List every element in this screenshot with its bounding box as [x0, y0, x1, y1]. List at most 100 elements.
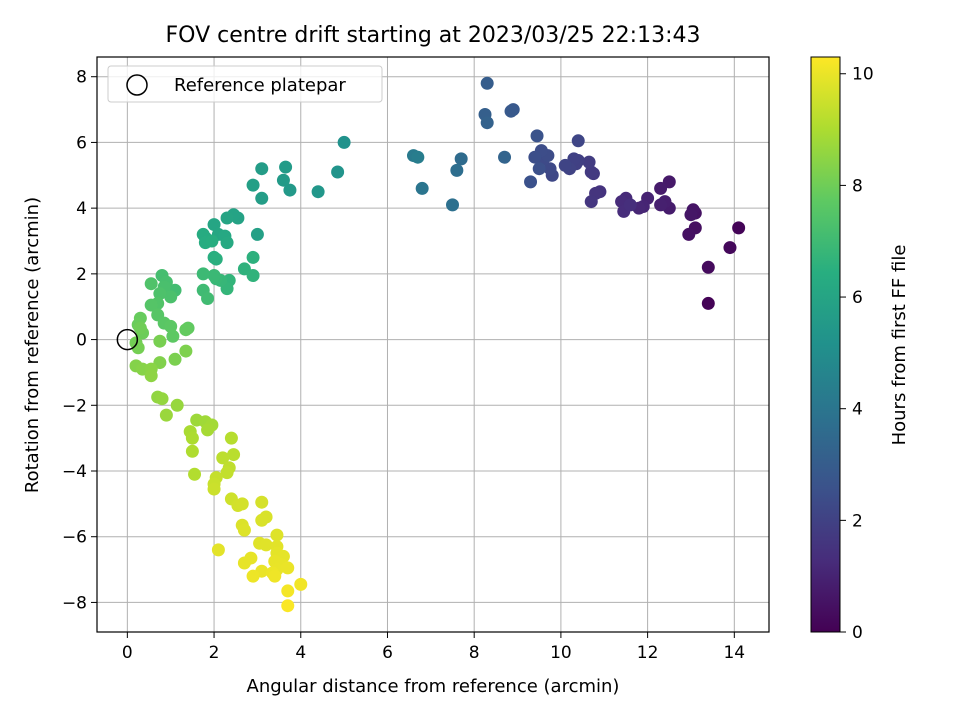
data-point	[250, 227, 264, 241]
x-tick-label: 10	[550, 643, 572, 663]
data-point	[246, 269, 260, 282]
colorbar-ticks: 0 2 4 6 8 10	[840, 65, 874, 643]
data-point	[281, 599, 295, 613]
data-point	[131, 341, 145, 355]
data-point	[504, 104, 518, 118]
y-tick-label: 0	[76, 331, 87, 351]
y-tick-label: −8	[62, 593, 87, 613]
y-tick-label: 6	[76, 133, 87, 153]
colorbar-tick-label: 0	[852, 623, 863, 643]
data-point	[582, 155, 596, 169]
data-point	[237, 556, 251, 570]
data-point	[532, 162, 546, 176]
y-tick-label: 8	[76, 68, 87, 88]
data-point	[144, 369, 158, 383]
data-point	[209, 252, 223, 266]
legend: Reference platepar	[107, 65, 383, 103]
data-point	[220, 211, 234, 225]
data-point	[450, 163, 464, 177]
data-point	[701, 296, 715, 310]
data-point	[311, 185, 325, 199]
y-axis-ticks: −8 −6 −4 −2 0 2 4 6 8	[62, 68, 97, 613]
colorbar-tick-label: 10	[852, 65, 874, 85]
data-point	[205, 234, 219, 248]
data-point	[201, 423, 215, 437]
data-point	[255, 191, 269, 205]
data-point	[270, 528, 284, 542]
data-point	[179, 344, 193, 358]
legend-label: Reference platepar	[174, 75, 346, 96]
data-point	[281, 561, 295, 575]
data-point	[207, 482, 221, 496]
data-point	[211, 543, 225, 557]
y-axis-label: Rotation from reference (arcmin)	[22, 197, 43, 493]
data-point	[144, 298, 158, 312]
y-tick-label: 2	[76, 265, 87, 285]
data-point	[584, 165, 598, 179]
data-point	[415, 181, 429, 195]
y-tick-label: −4	[62, 462, 87, 482]
data-point	[411, 150, 425, 164]
data-point	[185, 444, 199, 458]
data-point	[216, 451, 230, 465]
data-point	[170, 398, 184, 412]
data-point	[268, 569, 282, 583]
legend-marker	[126, 74, 148, 96]
data-point	[558, 158, 572, 172]
data-point	[331, 165, 345, 179]
data-point	[246, 569, 260, 583]
data-point	[732, 221, 746, 235]
data-point	[623, 198, 637, 212]
data-point	[276, 173, 290, 187]
data-point	[480, 76, 494, 90]
data-point	[543, 162, 557, 176]
data-point	[480, 116, 494, 130]
colorbar-tick-label: 2	[852, 511, 863, 531]
data-point	[164, 290, 178, 304]
data-point	[155, 392, 169, 406]
x-tick-label: 14	[723, 643, 745, 663]
data-point	[235, 497, 249, 511]
data-point	[201, 292, 215, 305]
data-point	[255, 495, 269, 509]
data-point	[237, 523, 251, 537]
data-point	[279, 160, 293, 174]
data-point	[454, 152, 468, 166]
data-point	[259, 538, 273, 552]
colorbar	[810, 56, 841, 633]
data-point	[654, 198, 668, 212]
data-point	[164, 319, 178, 333]
data-point	[524, 175, 538, 189]
colorbar-tick-label: 6	[852, 288, 863, 308]
reference-platepar-marker	[116, 328, 139, 351]
data-point	[682, 227, 696, 241]
x-tick-label: 4	[295, 643, 306, 663]
data-point	[723, 241, 737, 255]
data-point	[446, 198, 460, 212]
data-point	[196, 267, 210, 281]
data-point	[153, 287, 167, 301]
x-tick-label: 0	[122, 643, 133, 663]
data-point	[227, 448, 241, 462]
data-point	[246, 178, 260, 192]
data-point	[224, 431, 238, 445]
data-point	[153, 334, 167, 348]
data-point	[207, 269, 221, 282]
data-point	[255, 162, 269, 176]
data-point	[188, 467, 202, 481]
data-point	[684, 208, 698, 222]
data-point	[185, 431, 199, 445]
x-tick-label: 6	[382, 643, 393, 663]
data-point	[281, 584, 295, 598]
y-tick-label: −2	[62, 396, 87, 416]
colorbar-tick-label: 4	[852, 400, 863, 420]
x-tick-label: 2	[209, 643, 220, 663]
data-point	[701, 260, 715, 274]
x-tick-label: 8	[469, 643, 480, 663]
data-point	[220, 466, 234, 480]
x-axis-ticks: 0 2 4 6 8 10 12 14	[122, 632, 745, 663]
data-point	[584, 195, 598, 209]
data-point	[179, 323, 193, 337]
y-tick-label: −6	[62, 528, 87, 548]
